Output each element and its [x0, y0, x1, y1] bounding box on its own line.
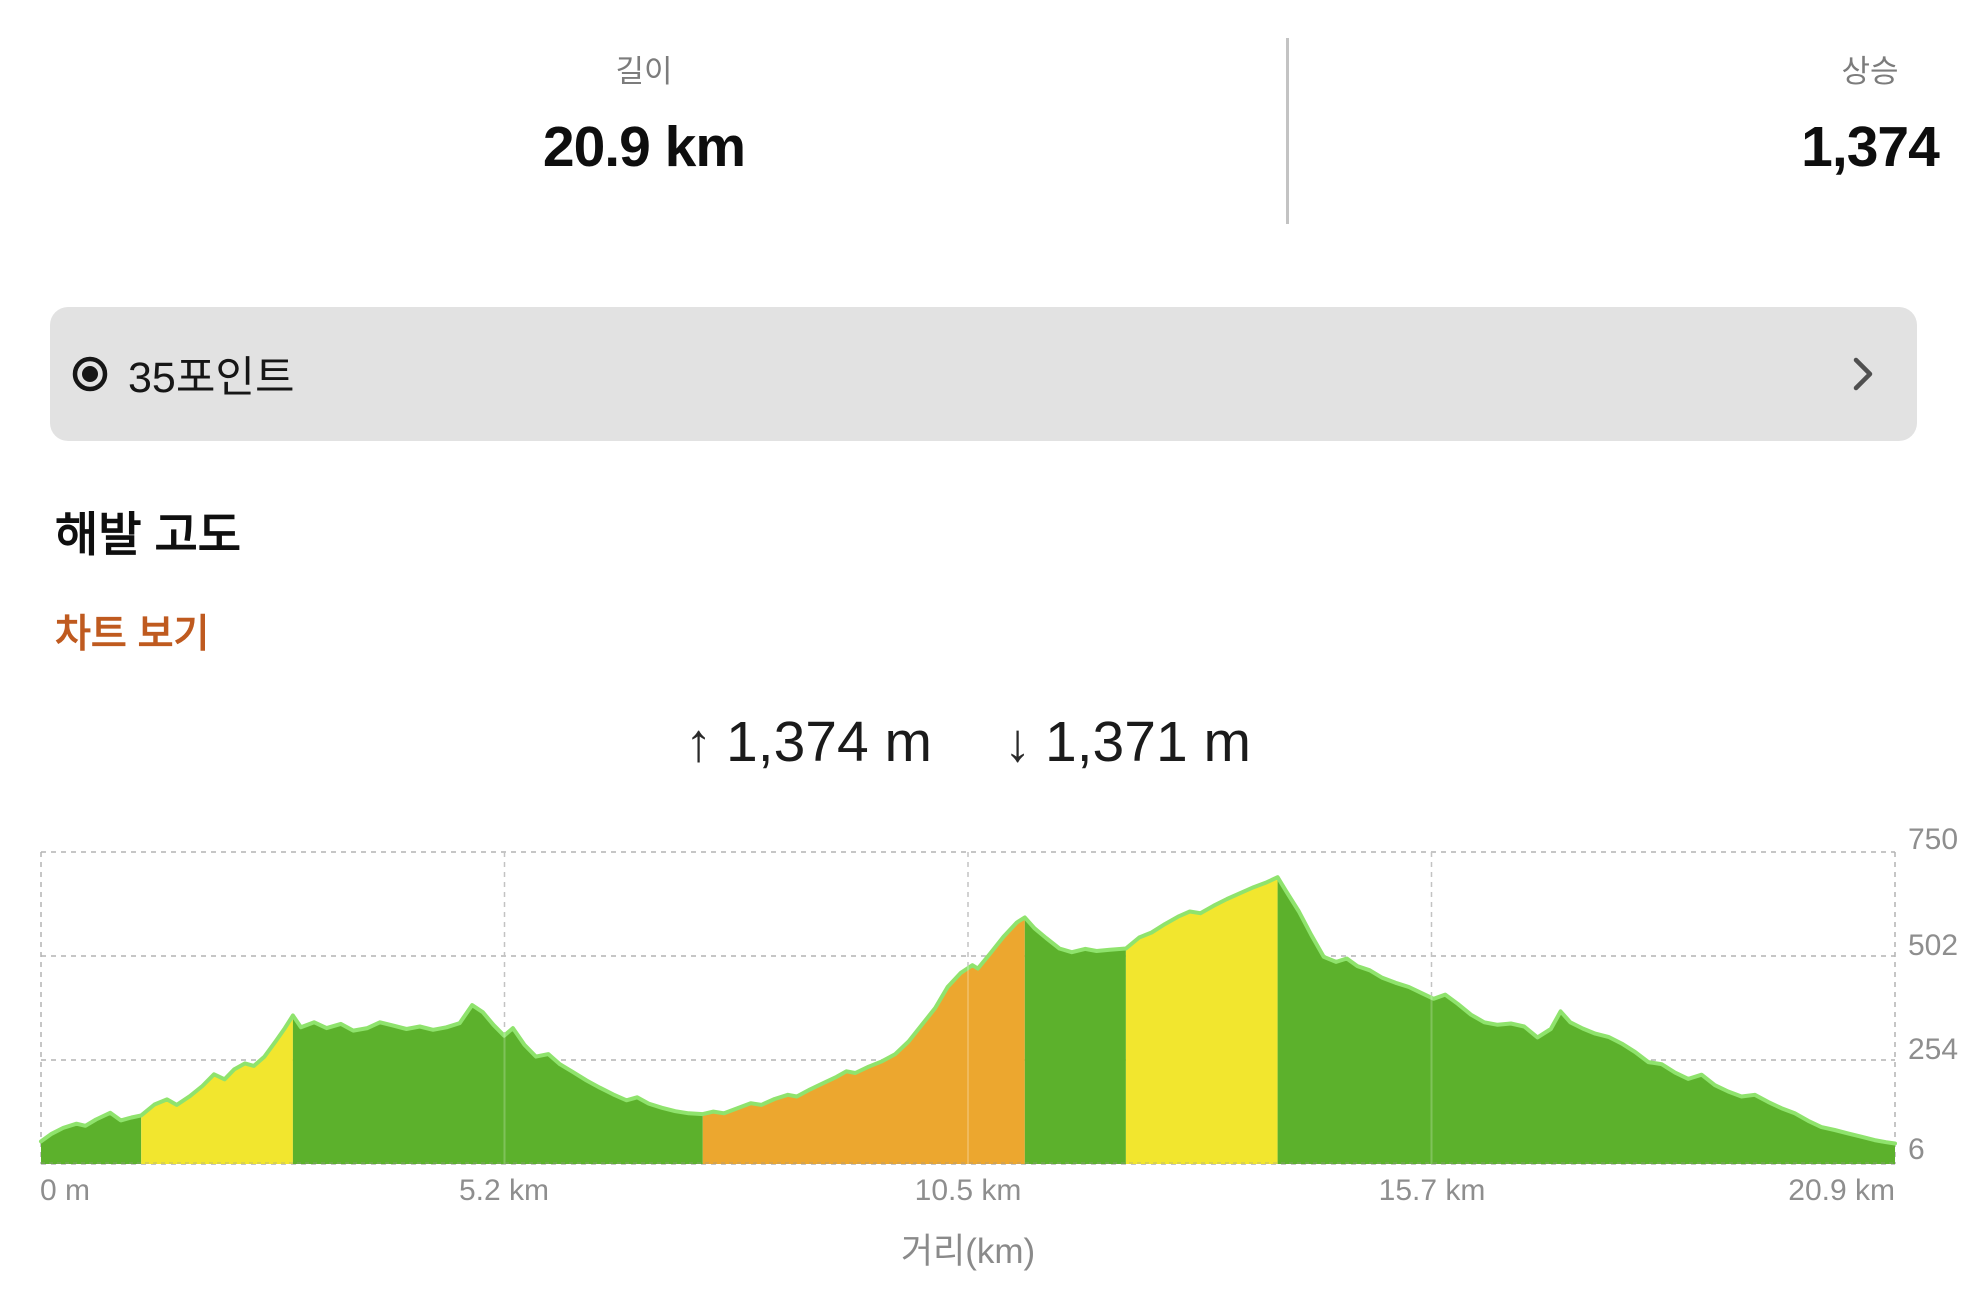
stat-ascent-label: 상승	[1841, 54, 1899, 89]
arrow-up-icon: ↑	[685, 713, 713, 773]
stat-length-label: 길이	[615, 54, 673, 89]
elevation-area-yellow	[1125, 877, 1278, 1164]
stats-divider	[1286, 38, 1289, 224]
elevation-summary: ↑ 1,374 m ↓ 1,371 m	[41, 706, 1895, 778]
y-tick: 750	[1908, 823, 1959, 856]
elevation-area-green	[1024, 917, 1126, 1164]
stat-ascent: 상승 1,374	[1288, 52, 1968, 186]
total-descent: 1,371 m	[1045, 710, 1251, 774]
elevation-area-green	[1277, 877, 1895, 1164]
elevation-area-green	[292, 1005, 703, 1164]
y-tick: 502	[1908, 929, 1959, 962]
points-card-button[interactable]: 35포인트	[50, 307, 1917, 441]
points-card-label: 35포인트	[128, 354, 295, 402]
elevation-area-orange	[702, 917, 1025, 1164]
stat-ascent-value: 1,374	[1801, 115, 1940, 179]
x-tick: 0 m	[40, 1174, 91, 1207]
target-icon	[72, 356, 108, 392]
x-tick: 20.9 km	[1788, 1174, 1895, 1207]
elevation-chart	[39, 851, 1897, 1165]
x-tick: 5.2 km	[458, 1174, 550, 1207]
chevron-right-icon	[1853, 357, 1873, 391]
page-title: 해발 고도	[55, 508, 242, 561]
stat-length: 길이 20.9 km	[0, 52, 1288, 186]
y-tick: 254	[1908, 1033, 1959, 1066]
elevation-area-green	[41, 1112, 142, 1164]
elevation-surface-line	[39, 875, 1897, 1146]
y-tick: 6	[1908, 1133, 1925, 1166]
x-tick: 10.5 km	[914, 1174, 1022, 1207]
elevation-area-yellow	[141, 1015, 293, 1164]
x-axis-title: 거리(km)	[900, 1232, 1036, 1271]
stat-length-value: 20.9 km	[542, 115, 746, 179]
view-chart-link[interactable]: 차트 보기	[55, 613, 210, 656]
x-tick: 15.7 km	[1378, 1174, 1486, 1207]
total-ascent: 1,374 m	[726, 710, 932, 774]
arrow-down-icon: ↓	[1004, 713, 1031, 773]
elevation-chart-svg	[39, 851, 1897, 1165]
